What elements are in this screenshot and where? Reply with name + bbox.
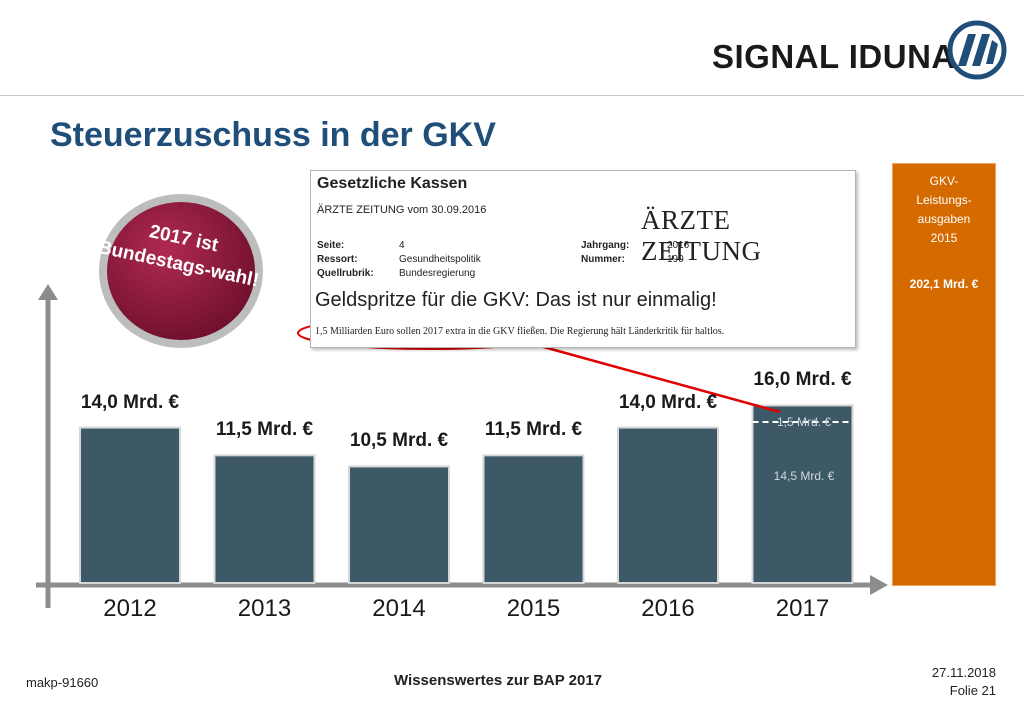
footer-title: Wissenswertes zur BAP 2017: [394, 672, 603, 689]
value-label-2012: 14,0 Mrd. €: [80, 391, 180, 413]
bars-group: [79, 404, 854, 585]
meta-quell-value: Bundesregierung: [399, 268, 476, 279]
bar-2016: [617, 426, 719, 584]
meta-seite-value: 4: [399, 240, 405, 251]
x-axis-arrow: [870, 575, 888, 595]
value-label-2016: 14,0 Mrd. €: [618, 391, 718, 413]
meta-ressort-value: Gesundheitspolitik: [399, 254, 481, 265]
meta-nummer-label: Nummer:: [581, 254, 625, 265]
brand-name: SIGNAL IDUNA: [712, 38, 956, 75]
signal-iduna-logo-icon: [947, 20, 1007, 80]
gkv-spending-box: [892, 163, 996, 586]
gkv-spending-title: GKV- Leistungs- ausgaben 2015: [892, 172, 996, 248]
bar-2013: [213, 454, 316, 585]
meta-nummer-value: 190: [667, 254, 684, 265]
clipping-subline: 1,5 Milliarden Euro sollen 2017 extra in…: [315, 326, 725, 337]
bar-2014: [348, 465, 450, 585]
value-label-2015: 11,5 Mrd. €: [484, 419, 583, 441]
year-label-2017: 2017: [775, 595, 830, 622]
meta-quell-label: Quellrubrik:: [317, 268, 374, 279]
bar-2015: [482, 454, 585, 585]
segment-top-label: 1,5 Mrd. €: [776, 415, 832, 429]
page-title: Steuerzuschuss in der GKV: [50, 116, 496, 154]
footer-slide-number: Folie 21: [949, 683, 996, 698]
bar-2012: [79, 426, 181, 584]
clipping-heading: Gesetzliche Kassen: [317, 175, 468, 192]
footer-date: 27.11.2018: [931, 665, 996, 680]
footer-date-block: 27.11.2018 Folie 21: [900, 664, 996, 700]
value-label-2013: 11,5 Mrd. €: [215, 419, 314, 441]
annotation-line: [539, 344, 781, 414]
clipping-source: ÄRZTE ZEITUNG vom 30.09.2016: [317, 204, 487, 216]
segment-bottom-label: 14,5 Mrd. €: [773, 469, 835, 483]
y-axis-arrow: [38, 284, 58, 300]
year-label-2014: 2014: [372, 595, 426, 622]
value-label-2017: 16,0 Mrd. €: [753, 369, 852, 391]
header-divider: [0, 95, 1024, 96]
year-label-2013: 2013: [237, 595, 292, 622]
gkv-spending-title-line: ausgaben: [917, 212, 971, 226]
gkv-spending-title-line: GKV-: [929, 174, 959, 188]
clipping-headline: Geldspritze für die GKV: Das ist nur ein…: [315, 289, 717, 311]
meta-jahrgang-value: 2016: [667, 240, 690, 251]
gkv-spending-title-line: Leistungs-: [916, 193, 972, 207]
meta-seite-label: Seite:: [317, 240, 345, 251]
year-label-2012: 2012: [103, 595, 157, 622]
meta-ressort-label: Ressort:: [317, 254, 358, 265]
gkv-spending-title-line: 2015: [930, 231, 958, 245]
bar-2017: [751, 404, 854, 584]
election-badge: [99, 194, 263, 348]
value-label-2014: 10,5 Mrd. €: [349, 430, 449, 452]
footer-id: makp-91660: [26, 675, 99, 690]
newspaper-clipping: Gesetzliche Kassen ÄRZTE ZEITUNG vom 30.…: [310, 170, 856, 348]
year-label-2016: 2016: [641, 595, 695, 622]
meta-jahrgang-label: Jahrgang:: [581, 240, 630, 251]
year-label-2015: 2015: [506, 595, 561, 622]
gkv-spending-value: 202,1 Mrd. €: [909, 277, 979, 291]
newspaper-logo: ÄRZTE ZEITUNG: [641, 205, 762, 266]
